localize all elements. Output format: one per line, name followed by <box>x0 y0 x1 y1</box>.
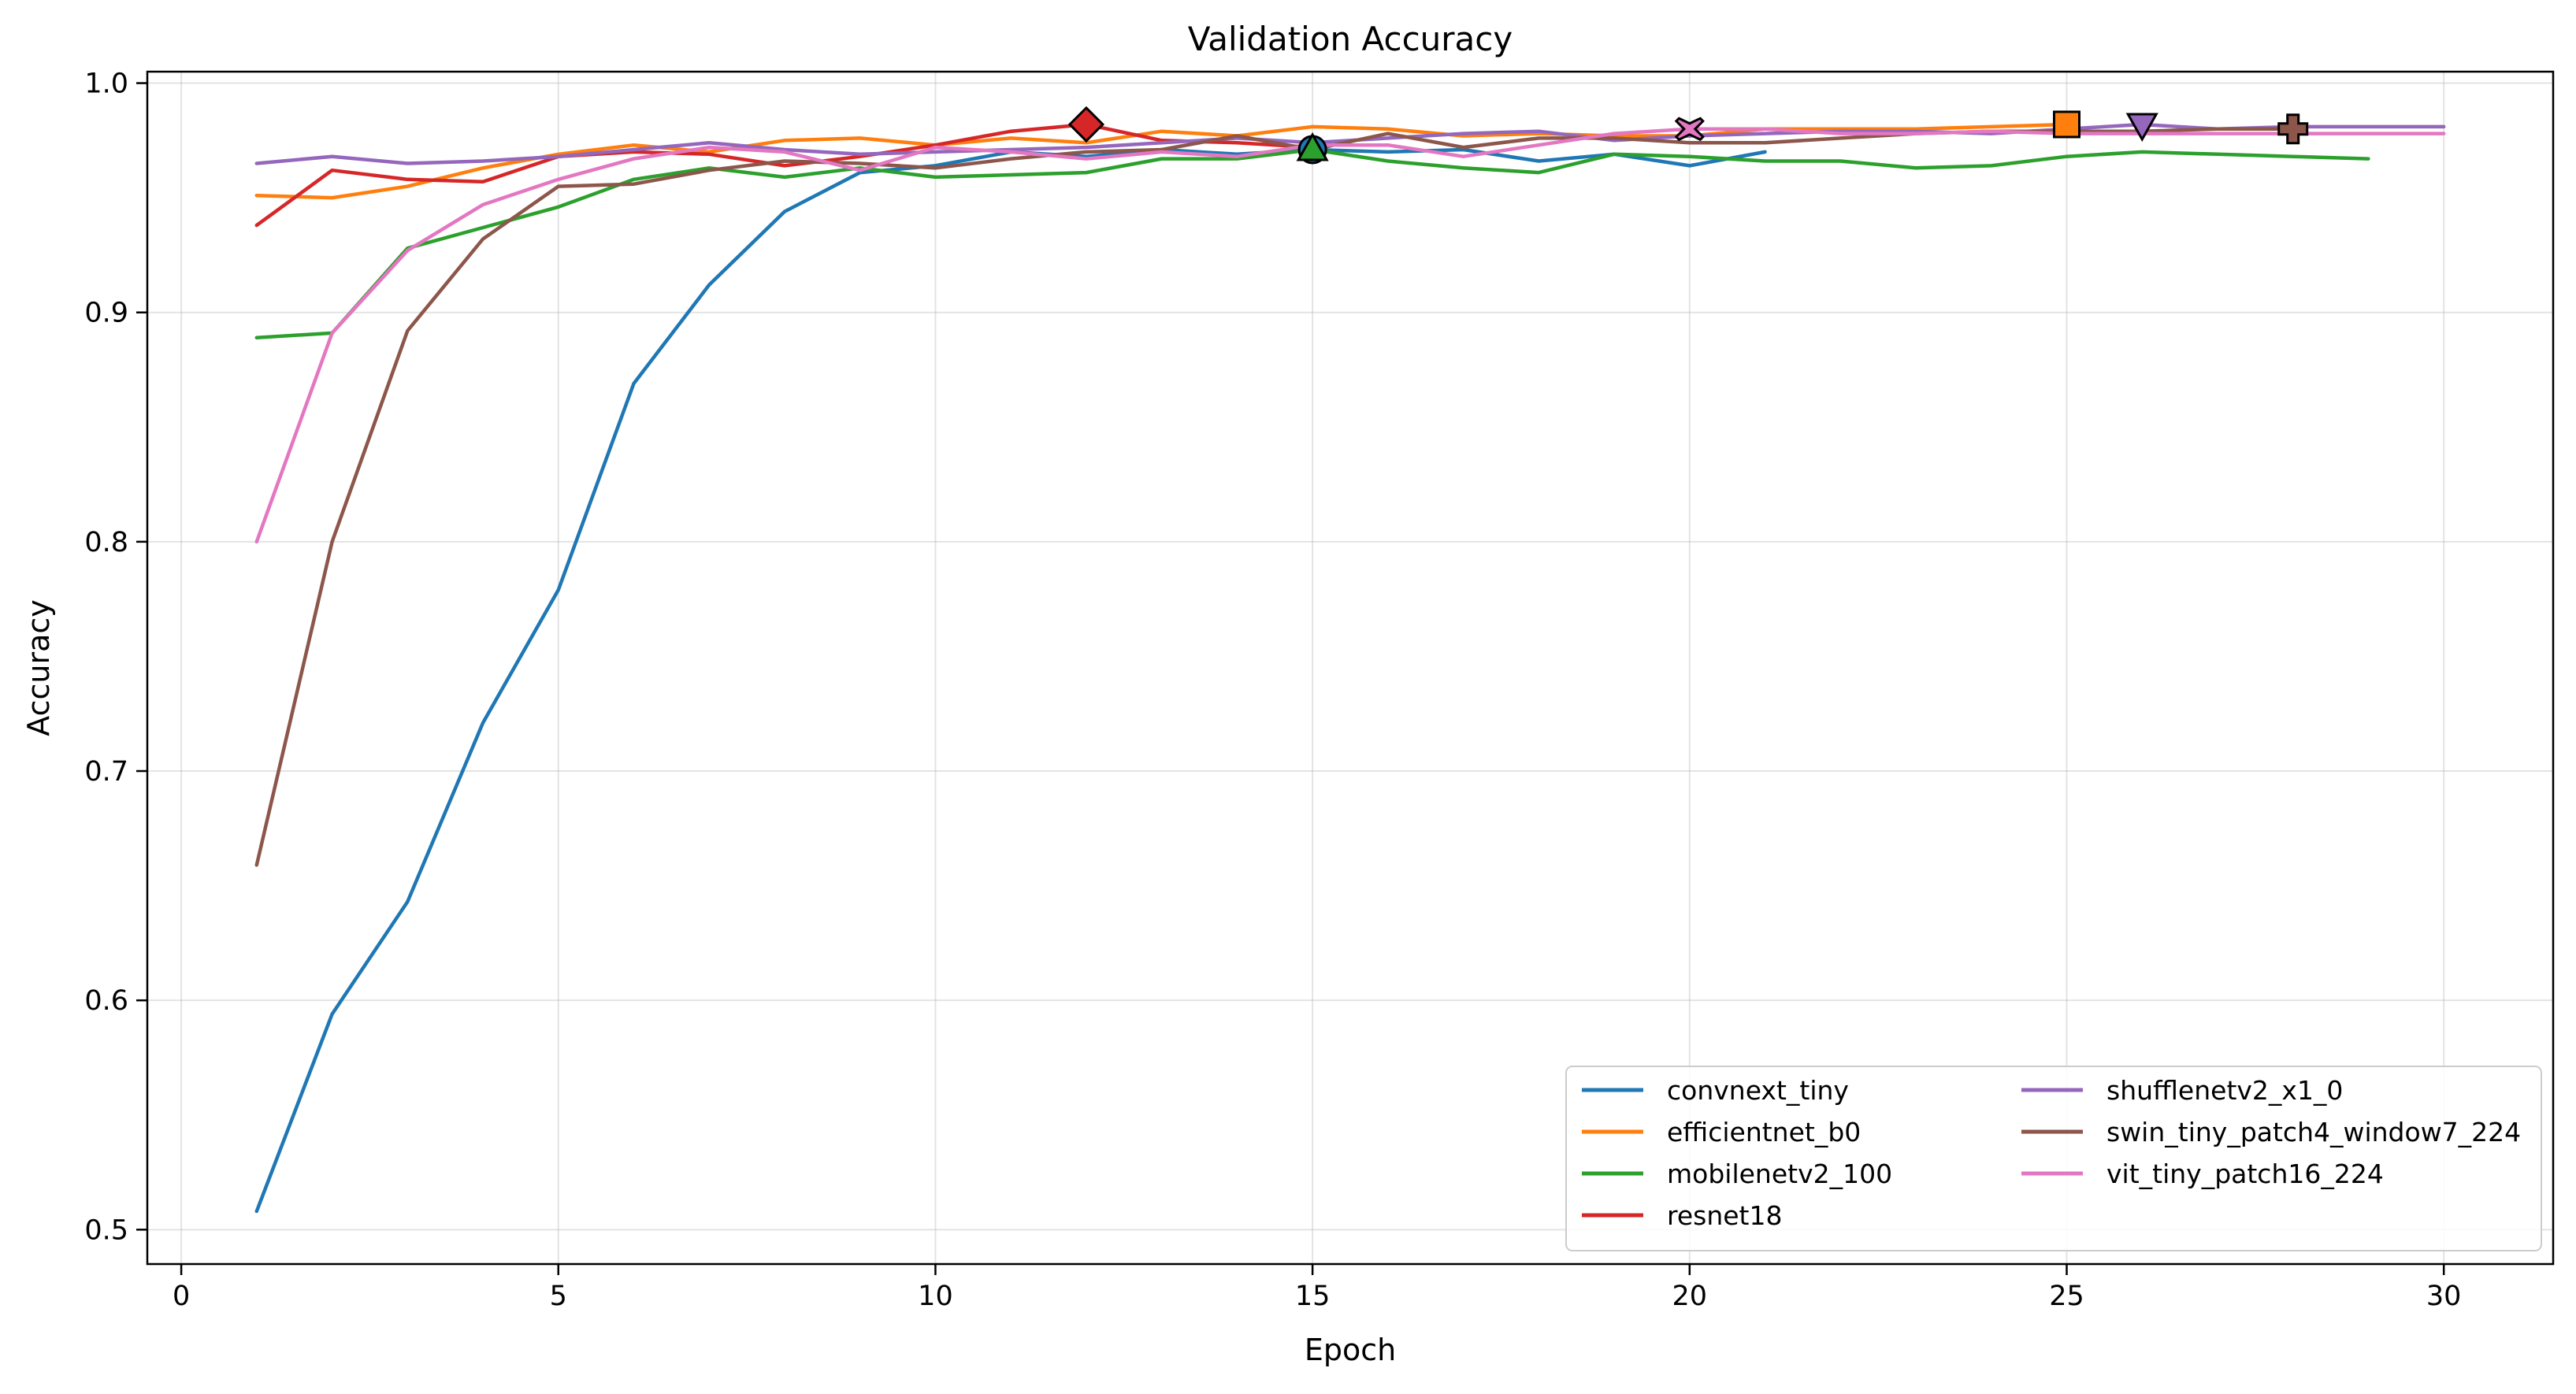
x-tick-label: 5 <box>550 1281 567 1312</box>
best-marker-mobilenetv2_100 <box>1296 132 1329 161</box>
axis-ticks: 0 5 10 15 20 25 30 0.5 0.6 0.7 0.8 0.9 1.0 <box>84 69 2461 1312</box>
y-tick-label: 1.0 <box>84 69 128 100</box>
legend-label-shufflenetv2_x1_0: shufflenetv2_x1_0 <box>2106 1075 2343 1106</box>
x-tick-label: 0 <box>173 1281 190 1312</box>
legend-box <box>1565 1066 2542 1251</box>
legend-label-mobilenetv2_100: mobilenetv2_100 <box>1667 1159 1892 1189</box>
best-marker-resnet18 <box>1067 106 1105 143</box>
legend-label-vit_tiny_patch16_224: vit_tiny_patch16_224 <box>2106 1159 2384 1189</box>
x-tick-label: 20 <box>1672 1281 1708 1312</box>
best-marker-shufflenetv2_x1_0 <box>2125 113 2158 143</box>
y-axis-label: Accuracy <box>21 599 56 736</box>
y-tick-label: 0.9 <box>84 298 128 329</box>
best-marker-vit_tiny_patch16_224 <box>1674 117 1705 142</box>
x-axis-label: Epoch <box>1305 1333 1396 1367</box>
y-tick-label: 0.7 <box>84 756 128 788</box>
legend: convnext_tiny efficientnet_b0 mobilenetv2_… <box>1565 1066 2542 1251</box>
legend-label-convnext_tiny: convnext_tiny <box>1667 1075 1849 1106</box>
best-marker-efficientnet_b0 <box>2052 110 2080 139</box>
chart-title: Validation Accuracy <box>1188 20 1513 58</box>
series-line-resnet18 <box>254 122 1315 228</box>
x-tick-label: 25 <box>2049 1281 2084 1312</box>
legend-label-swin_tiny_patch4_window7_224: swin_tiny_patch4_window7_224 <box>2106 1117 2521 1147</box>
y-tick-label: 0.5 <box>84 1214 128 1246</box>
best-epoch-markers <box>1067 106 2309 165</box>
y-tick-label: 0.8 <box>84 527 128 558</box>
plot-frame <box>146 70 2555 1266</box>
x-tick-label: 15 <box>1295 1281 1331 1312</box>
x-tick-label: 30 <box>2426 1281 2462 1312</box>
legend-label-resnet18: resnet18 <box>1667 1200 1783 1231</box>
legend-label-efficientnet_b0: efficientnet_b0 <box>1667 1117 1861 1147</box>
best-marker-swin_tiny_patch4_window7_224 <box>2277 113 2309 145</box>
x-tick-label: 10 <box>918 1281 953 1312</box>
grid <box>147 72 2553 1264</box>
y-tick-label: 0.6 <box>84 985 128 1017</box>
